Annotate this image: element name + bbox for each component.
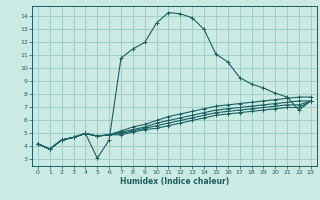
X-axis label: Humidex (Indice chaleur): Humidex (Indice chaleur) <box>120 177 229 186</box>
